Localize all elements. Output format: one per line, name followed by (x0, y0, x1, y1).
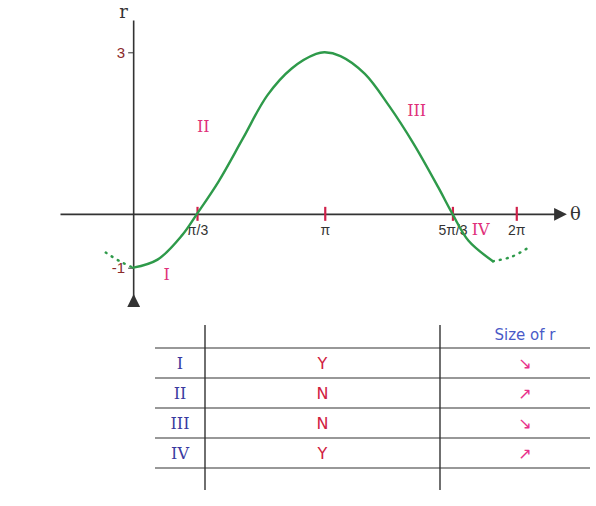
row-sign: N (317, 414, 329, 433)
y-tick: 3 (117, 44, 133, 61)
x-tick-mark (324, 207, 326, 221)
region-label: II (197, 117, 210, 136)
row-sign: Y (317, 354, 328, 373)
table-divider (204, 325, 205, 490)
row-label: IV (171, 444, 189, 463)
x-tick: π (320, 207, 330, 238)
plot-area (106, 52, 527, 267)
x-tick: 2π (508, 207, 526, 238)
row-trend: ↘ (518, 354, 531, 373)
x-axis: π/3π5π/32π (61, 207, 561, 238)
table-rule (155, 407, 590, 408)
row-trend: ↗ (518, 384, 531, 403)
y-axis-line (133, 21, 135, 301)
curve (133, 52, 493, 267)
y-tick-mark (128, 52, 133, 53)
row-sign: N (317, 384, 329, 403)
x-axis-line (61, 214, 561, 216)
table: Size of r I Y ↘ II N ↗ III N ↘ IV Y ↗ (155, 325, 590, 490)
row-label: III (171, 414, 190, 433)
row-sign: Y (317, 444, 328, 463)
annotations: IIIIIIIV (164, 101, 491, 284)
row-trend: ↘ (518, 414, 531, 433)
region-label: III (407, 101, 426, 120)
table-divider (439, 325, 440, 490)
row-label: II (174, 384, 187, 403)
region-label: I (164, 265, 170, 284)
x-axis-title: θ (570, 203, 581, 224)
table-rule (155, 347, 590, 348)
x-tick-mark (516, 207, 518, 221)
row-label: I (177, 354, 183, 373)
table-rule (155, 467, 590, 468)
chart-svg: π/3π5π/32π-13rθIIIIIIIVSize of rIY↘IIN↗I… (0, 0, 596, 506)
table-rule (155, 437, 590, 438)
x-tick-label: π (320, 222, 330, 238)
region-label: IV (472, 220, 490, 239)
x-tick-label: 2π (508, 222, 526, 238)
row-trend: ↗ (518, 444, 531, 463)
y-axis-title: r (119, 1, 128, 22)
table-rule (155, 377, 590, 378)
table-header: Size of r (495, 326, 557, 344)
y-tick-label: 3 (117, 44, 125, 61)
y-axis: -13 (112, 21, 134, 301)
chart-root: π/3π5π/32π-13rθIIIIIIIVSize of rIY↘IIN↗I… (0, 0, 596, 506)
